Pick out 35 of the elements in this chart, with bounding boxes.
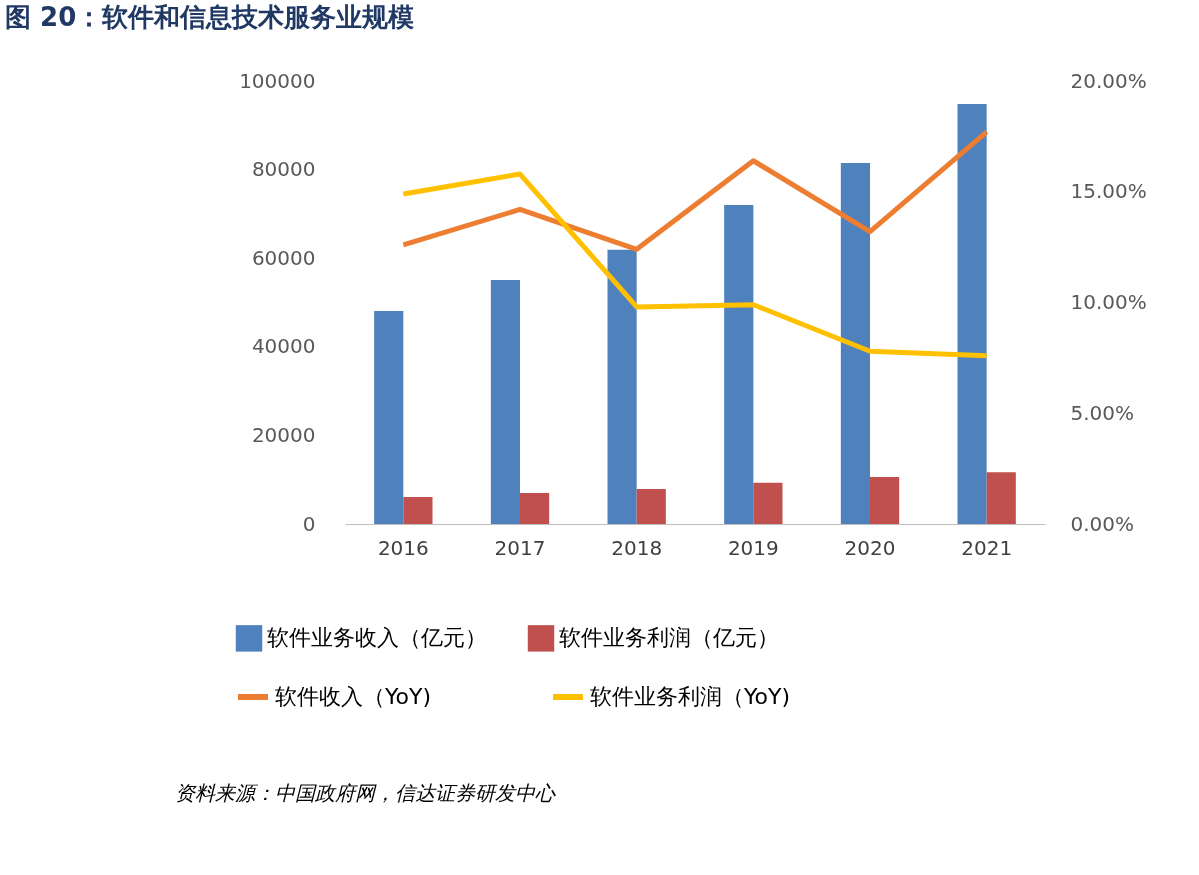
y2-tick-label: 10.00% (1070, 290, 1147, 314)
x-tick-label: 2020 (844, 535, 896, 560)
legend-label: 软件业务利润（亿元） (559, 625, 779, 651)
bar (607, 249, 637, 524)
y-tick-label: 80000 (251, 157, 316, 182)
y-tick-label: 0 (302, 511, 316, 536)
bar (490, 279, 520, 524)
y2-tick-label: 15.00% (1070, 179, 1147, 204)
bar (520, 492, 550, 524)
y2-tick-label: 0.00% (1070, 511, 1135, 536)
bar (957, 104, 987, 524)
y-tick-label: 40000 (251, 334, 316, 359)
legend-label: 软件业务利润（YoY) (590, 684, 790, 709)
y-tick-label: 60000 (251, 245, 316, 270)
bar (870, 477, 900, 524)
x-tick-label: 2021 (961, 535, 1013, 560)
legend-label: 软件业务收入（亿元） (267, 625, 487, 651)
bar (636, 489, 666, 524)
y2-tick-label: 20.00% (1070, 68, 1147, 93)
bar (840, 162, 870, 524)
bar (724, 205, 754, 524)
y-tick-label: 100000 (239, 68, 316, 93)
x-tick-label: 2018 (611, 535, 663, 560)
y-tick-label: 20000 (251, 422, 316, 447)
bar (403, 496, 433, 524)
bar (986, 472, 1016, 524)
legend-label: 软件收入（YoY) (275, 684, 431, 709)
x-tick-label: 2017 (494, 535, 546, 560)
text: 资料来源：中国政府网，信达证券研发中心 (175, 781, 556, 805)
bar (374, 310, 404, 524)
x-tick-label: 2016 (377, 535, 429, 560)
x-tick-label: 2019 (727, 535, 779, 560)
y2-tick-label: 5.00% (1070, 400, 1135, 425)
chart-title: 图 20：软件和信息技术服务业规模 (5, 2, 415, 32)
bar (753, 482, 783, 524)
